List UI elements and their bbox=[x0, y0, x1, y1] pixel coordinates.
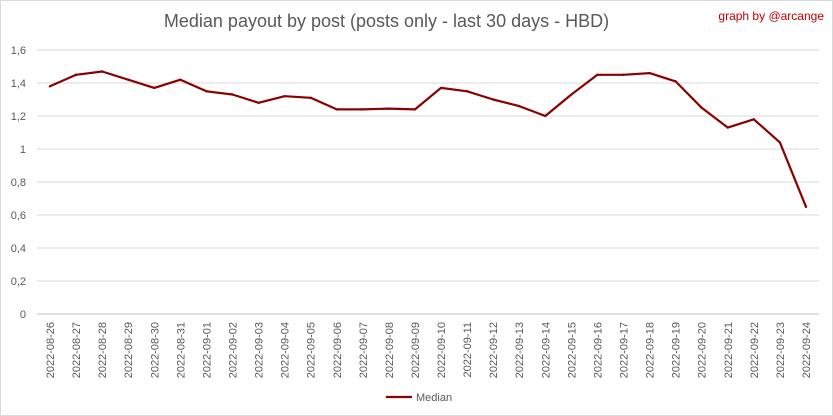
y-tick-label: 1,4 bbox=[11, 78, 26, 90]
x-tick-label: 2022-09-24 bbox=[801, 322, 813, 378]
data-point bbox=[48, 85, 52, 88]
x-tick-label: 2022-09-11 bbox=[462, 322, 474, 377]
data-point bbox=[674, 80, 677, 83]
x-tick-label: 2022-09-06 bbox=[332, 322, 344, 378]
data-point bbox=[622, 73, 625, 76]
x-tick-label: 2022-08-30 bbox=[149, 322, 161, 378]
data-point bbox=[491, 98, 495, 101]
series-line-median bbox=[48, 70, 808, 208]
x-tick-label: 2022-09-05 bbox=[306, 322, 318, 378]
x-tick-label: 2022-09-02 bbox=[228, 322, 240, 378]
data-point bbox=[205, 90, 208, 93]
y-tick-label: 0,2 bbox=[11, 276, 26, 288]
x-tick-label: 2022-08-29 bbox=[123, 322, 135, 378]
data-point bbox=[570, 93, 573, 96]
x-axis-ticks: 2022-08-26 2022-08-27 2022-08-28 2022-08-29… bbox=[45, 322, 813, 378]
x-tick-label: 2022-08-26 bbox=[45, 322, 57, 378]
data-point bbox=[778, 141, 782, 144]
x-tick-label: 2022-09-22 bbox=[749, 322, 761, 378]
x-tick-label: 2022-09-09 bbox=[410, 322, 422, 378]
y-tick-label: 0,4 bbox=[11, 243, 26, 255]
data-point bbox=[804, 205, 808, 208]
data-point bbox=[127, 78, 130, 81]
data-point bbox=[544, 114, 547, 118]
y-tick-label: 0,8 bbox=[11, 177, 26, 189]
x-tick-label: 2022-09-16 bbox=[592, 322, 604, 378]
x-tick-label: 2022-08-27 bbox=[71, 322, 83, 378]
y-axis-ticks: 0 0,2 0,4 0,6 0,8 1 1,2 1,4 1,6 bbox=[11, 45, 26, 321]
data-point bbox=[361, 108, 365, 111]
x-tick-label: 2022-09-23 bbox=[775, 322, 787, 378]
data-point bbox=[752, 118, 756, 121]
x-tick-label: 2022-08-28 bbox=[97, 322, 109, 378]
data-point bbox=[153, 86, 156, 90]
x-tick-label: 2022-09-04 bbox=[280, 322, 292, 378]
x-tick-label: 2022-09-03 bbox=[254, 322, 266, 378]
data-point bbox=[309, 96, 312, 100]
series-lines bbox=[48, 70, 808, 208]
data-point bbox=[231, 93, 234, 96]
y-tick-label: 1 bbox=[20, 144, 26, 156]
y-tick-label: 1,2 bbox=[11, 111, 26, 123]
grid-lines bbox=[37, 49, 819, 315]
chart-title: Median payout by post (posts only - last… bbox=[163, 11, 610, 31]
data-point bbox=[283, 95, 286, 98]
chart-credit: graph by @arcange bbox=[718, 9, 824, 23]
x-tick-label: 2022-09-15 bbox=[566, 322, 578, 378]
data-point bbox=[257, 101, 260, 105]
data-point bbox=[700, 106, 703, 109]
data-point bbox=[179, 78, 182, 81]
data-point bbox=[726, 126, 729, 129]
x-tick-label: 2022-09-13 bbox=[514, 322, 526, 378]
data-point bbox=[387, 107, 391, 110]
x-tick-label: 2022-08-31 bbox=[175, 322, 187, 378]
x-tick-label: 2022-09-18 bbox=[645, 322, 657, 378]
x-tick-label: 2022-09-19 bbox=[671, 322, 683, 378]
data-point bbox=[518, 104, 521, 108]
y-tick-label: 0 bbox=[20, 309, 26, 321]
data-point bbox=[413, 108, 417, 111]
y-tick-label: 0,6 bbox=[11, 210, 26, 222]
y-tick-label: 1,6 bbox=[11, 45, 26, 57]
x-tick-label: 2022-09-20 bbox=[697, 322, 709, 378]
legend: Median bbox=[386, 392, 452, 404]
legend-label: Median bbox=[416, 392, 452, 404]
data-point bbox=[100, 70, 104, 73]
x-tick-label: 2022-09-21 bbox=[723, 322, 735, 378]
x-tick-label: 2022-09-12 bbox=[488, 322, 500, 378]
x-tick-label: 2022-09-17 bbox=[619, 322, 631, 378]
x-tick-label: 2022-09-10 bbox=[436, 322, 448, 378]
data-point bbox=[596, 73, 599, 76]
x-tick-label: 2022-09-07 bbox=[358, 322, 370, 378]
data-point bbox=[648, 71, 651, 75]
x-tick-label: 2022-09-01 bbox=[201, 322, 213, 378]
data-point bbox=[465, 90, 469, 93]
data-point bbox=[74, 73, 78, 76]
x-tick-label: 2022-09-08 bbox=[384, 322, 396, 378]
data-point bbox=[439, 86, 443, 90]
x-tick-label: 2022-09-14 bbox=[540, 322, 552, 378]
data-point bbox=[335, 108, 338, 111]
